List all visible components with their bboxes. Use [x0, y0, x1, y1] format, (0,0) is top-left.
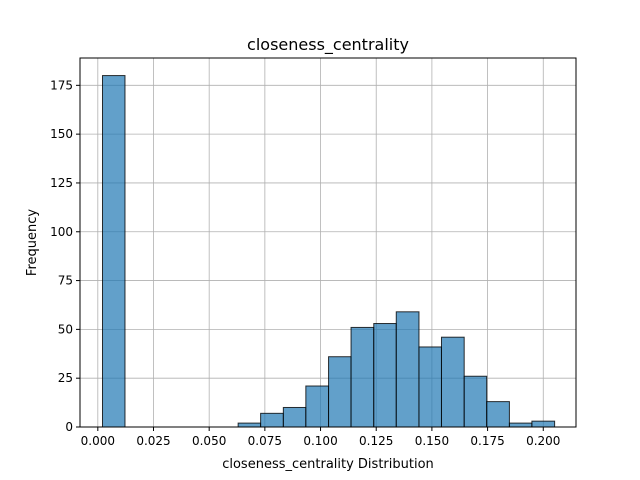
y-tick-label: 50 — [58, 322, 73, 336]
histogram-bar — [418, 346, 442, 428]
histogram-bar — [395, 311, 420, 428]
x-tick-label: 0.075 — [248, 434, 282, 448]
x-axis-label: closeness_centrality Distribution — [222, 457, 434, 472]
plot-area — [80, 58, 576, 427]
y-tick-label: 150 — [50, 127, 73, 141]
histogram-bar — [463, 375, 488, 428]
x-tick-label: 0.000 — [81, 434, 115, 448]
x-tick-label: 0.100 — [303, 434, 337, 448]
histogram-bar — [260, 412, 284, 428]
histogram-bar — [508, 422, 533, 428]
histogram-bar — [440, 336, 465, 428]
x-tick-label: 0.125 — [359, 434, 393, 448]
y-axis-label: Frequency — [25, 209, 40, 276]
x-tick-label: 0.050 — [192, 434, 226, 448]
x-tick-label: 0.175 — [470, 434, 504, 448]
y-tick-label: 0 — [65, 420, 73, 434]
histogram-bar — [350, 326, 375, 428]
histogram-bar — [305, 385, 330, 428]
x-tick-label: 0.025 — [136, 434, 170, 448]
chart-title: closeness_centrality — [247, 35, 409, 55]
y-axis: 0 25 50 75 100 125 150 175 — [50, 78, 80, 434]
histogram-bar — [486, 401, 510, 428]
histogram-bar — [328, 356, 352, 428]
histogram-bar — [282, 406, 307, 428]
x-tick-label: 0.150 — [415, 434, 449, 448]
y-tick-label: 100 — [50, 225, 73, 239]
y-tick-label: 75 — [58, 274, 73, 288]
y-tick-label: 25 — [58, 371, 73, 385]
histogram-bar — [531, 420, 556, 428]
histogram-bar — [237, 422, 262, 428]
x-axis: 0.000 0.025 0.050 0.075 0.100 0.125 0.150 0.175… — [81, 427, 560, 448]
histogram-bar — [373, 323, 397, 428]
histogram-bar — [101, 75, 126, 428]
x-tick-label: 0.200 — [526, 434, 560, 448]
plot-frame — [79, 57, 577, 428]
y-tick-label: 175 — [50, 78, 73, 92]
y-tick-label: 125 — [50, 176, 73, 190]
